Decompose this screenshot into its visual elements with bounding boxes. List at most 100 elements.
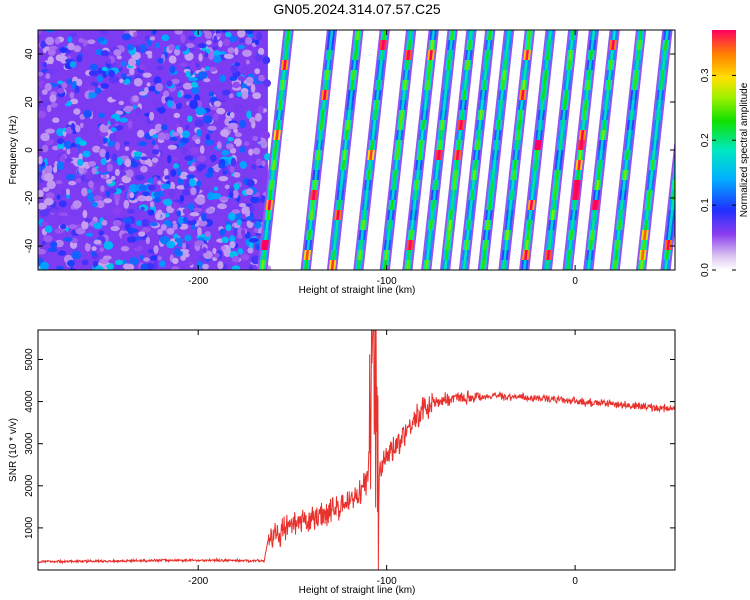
heatmap-stripe-core — [437, 150, 441, 160]
heatmap-stripe-core — [441, 110, 446, 120]
heatmap-noise-cell — [87, 39, 96, 45]
heatmap-noise-cell — [189, 178, 196, 187]
heatmap-stripe-halo — [671, 160, 675, 170]
heatmap-noise-cell — [227, 47, 235, 54]
heatmap-stripe-core — [465, 230, 470, 240]
heatmap-noise-cell — [163, 198, 173, 207]
heatmap-stripe-core — [424, 260, 429, 270]
heatmap-stripe-core — [319, 120, 324, 130]
heatmap-noise-cell — [38, 71, 44, 77]
heatmap-noise-cell — [258, 74, 265, 82]
heatmap-noise-cell — [109, 75, 117, 84]
heatmap-noise-cell — [65, 227, 69, 232]
heatmap-noise-cell — [196, 260, 202, 270]
heatmap-noise-cell — [176, 185, 186, 190]
heatmap-stripe-core — [516, 130, 521, 140]
heatmap-stripe-core — [328, 40, 333, 50]
heatmap-stripe-halo — [679, 90, 690, 100]
heatmap-stripe-core — [491, 170, 496, 180]
heatmap-noise-cell — [189, 62, 197, 71]
heatmap-noise-cell — [146, 38, 153, 47]
heatmap-stripe-core — [370, 140, 374, 150]
heatmap-noise-cell — [212, 247, 217, 254]
heatmap-noise-cell — [73, 45, 82, 53]
heatmap-noise-cell — [239, 146, 246, 154]
heatmap-stripe-core — [681, 110, 685, 120]
x-tick-label: -200 — [188, 276, 208, 287]
heatmap-stripe-halo — [682, 60, 693, 70]
heatmap-noise-cell — [153, 261, 158, 270]
heatmap-stripe-core — [482, 250, 487, 260]
heatmap-stripe-core — [684, 80, 688, 90]
heatmap-stripe-core — [506, 220, 511, 230]
heatmap-stripe-core — [341, 160, 346, 170]
heatmap-noise-cell — [141, 219, 150, 227]
heatmap-noise-cell — [58, 215, 64, 223]
heatmap-noise-cell — [223, 249, 232, 257]
heatmap-stripe-core — [278, 100, 283, 110]
heatmap-noise-cell — [117, 157, 123, 166]
heatmap-noise-cell — [127, 120, 133, 129]
heatmap-stripe-core — [450, 30, 454, 40]
heatmap-noise-cell — [233, 182, 240, 191]
heatmap-stripe-core — [605, 90, 610, 100]
heatmap-stripe-core — [639, 260, 644, 270]
heatmap-noise-cell — [193, 207, 202, 213]
y-tick-label: 20 — [24, 96, 35, 108]
heatmap-stripe-core — [448, 50, 452, 60]
heatmap-stripe-core — [424, 90, 429, 100]
heatmap-stripe-core — [616, 230, 621, 240]
heatmap-stripe-core — [353, 50, 358, 60]
heatmap-noise-cell — [132, 95, 139, 103]
heatmap-noise-cell — [183, 182, 190, 190]
heatmap-noise-cell — [157, 132, 167, 141]
heatmap-noise-cell — [235, 213, 243, 222]
heatmap-stripe-core — [386, 230, 391, 240]
heatmap-stripe-core — [592, 210, 597, 220]
heatmap-noise-cell — [239, 119, 247, 129]
heatmap-stripe-core — [404, 70, 409, 80]
heatmap-stripe-core — [569, 40, 574, 50]
snr-x-label: Height of straight line (km) — [299, 585, 416, 596]
heatmap-noise-cell — [145, 236, 150, 245]
heatmap-noise-cell — [118, 67, 123, 72]
heatmap-stripe-core — [458, 130, 462, 140]
heatmap-stripe-core — [385, 240, 390, 250]
heatmap-noise-cell — [245, 188, 254, 196]
heatmap-noise-cell — [208, 91, 215, 97]
heatmap-stripe-core — [449, 40, 453, 50]
heatmap-stripe-core — [576, 170, 580, 180]
heatmap-noise-cell — [175, 102, 182, 110]
heatmap-noise-cell — [99, 123, 109, 133]
heatmap-noise-cell — [46, 180, 56, 190]
heatmap-noise-cell — [204, 231, 211, 238]
heatmap-noise-cell — [90, 176, 98, 181]
heatmap-noise-cell — [254, 221, 262, 229]
heatmap-stripe-core — [326, 60, 330, 70]
heatmap-stripe-core — [314, 170, 318, 180]
heatmap-stripe-core — [486, 40, 491, 50]
heatmap-stripe-core — [601, 130, 605, 140]
heatmap-stripe-core — [315, 160, 319, 170]
heatmap-noise-cell — [140, 206, 145, 211]
heatmap-noise-cell — [123, 199, 130, 209]
heatmap-stripe-halo — [678, 100, 689, 110]
heatmap-noise-cell — [123, 263, 131, 270]
heatmap-noise-cell — [241, 83, 248, 89]
heatmap-stripe-core — [530, 190, 535, 200]
heatmap-stripe-core — [488, 200, 492, 210]
heatmap-stripe-core — [471, 180, 476, 190]
heatmap-stripe-core — [267, 200, 272, 210]
heatmap-stripe-core — [317, 140, 322, 150]
heatmap-stripe-core — [533, 160, 538, 170]
heatmap-stripe-core — [499, 100, 503, 110]
heatmap-noise-cell — [228, 93, 234, 99]
heatmap-noise-cell — [78, 167, 85, 174]
heatmap-stripe-core — [525, 240, 529, 250]
heatmap-stripe-core — [579, 140, 584, 150]
heatmap-noise-cell — [129, 228, 139, 233]
heatmap-stripe-core — [677, 140, 681, 150]
heatmap-noise-cell — [245, 211, 251, 218]
heatmap-stripe-core — [429, 220, 434, 230]
heatmap-stripe-core — [665, 30, 669, 40]
